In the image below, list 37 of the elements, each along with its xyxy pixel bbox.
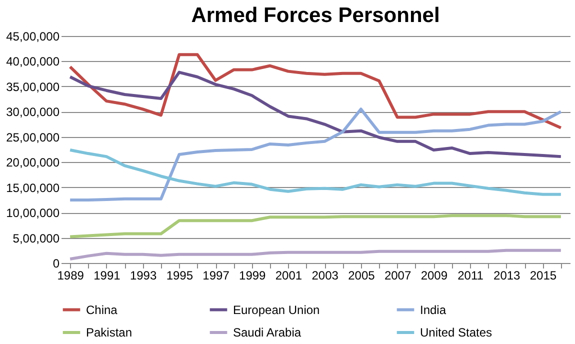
x-tick-label: 2013 xyxy=(494,268,521,282)
x-tick-label: 2007 xyxy=(384,268,412,282)
x-tick-label: 1991 xyxy=(94,268,121,282)
y-tick-label: 35,00,000 xyxy=(6,80,60,94)
y-tick-label: 5,00,000 xyxy=(12,231,60,246)
x-tick-label: 1999 xyxy=(239,268,266,282)
x-tick-label: 2003 xyxy=(312,268,339,282)
line-series xyxy=(68,214,562,238)
x-tick-label: 2005 xyxy=(348,268,376,282)
x-tick-label: 1989 xyxy=(57,268,84,282)
legend-label: European Union xyxy=(233,302,320,317)
legend-label: United States xyxy=(420,326,492,340)
y-tick-label: 0 xyxy=(52,256,60,270)
y-tick-label: 45,00,000 xyxy=(6,30,60,44)
y-tick-label: 15,00,000 xyxy=(6,180,60,195)
legend-label: India xyxy=(420,302,446,317)
line-series xyxy=(68,248,562,260)
legend-label: Pakistan xyxy=(86,326,132,340)
line-series xyxy=(68,53,562,130)
x-tick-label: 2009 xyxy=(420,268,448,282)
legend-label: Saudi Arabia xyxy=(233,326,302,340)
y-tick-label: 10,00,000 xyxy=(6,206,60,220)
y-tick-label: 25,00,000 xyxy=(6,130,60,144)
line-series xyxy=(68,70,562,158)
x-tick-label: 2011 xyxy=(458,268,484,282)
x-tick-label: 1997 xyxy=(202,268,230,282)
x-tick-label: 1993 xyxy=(130,268,157,282)
chart-title: Armed Forces Personnel xyxy=(191,4,440,27)
x-tick-label: 1995 xyxy=(166,268,194,282)
y-tick-label: 40,00,000 xyxy=(6,54,60,69)
y-tick-label: 30,00,000 xyxy=(6,105,60,120)
x-tick-label: 2015 xyxy=(530,268,557,282)
line-series xyxy=(68,148,562,196)
legend-label: China xyxy=(86,302,118,317)
x-tick-label: 2001 xyxy=(275,268,302,282)
line-series xyxy=(68,108,562,202)
y-tick-label: 20,00,000 xyxy=(6,156,60,170)
